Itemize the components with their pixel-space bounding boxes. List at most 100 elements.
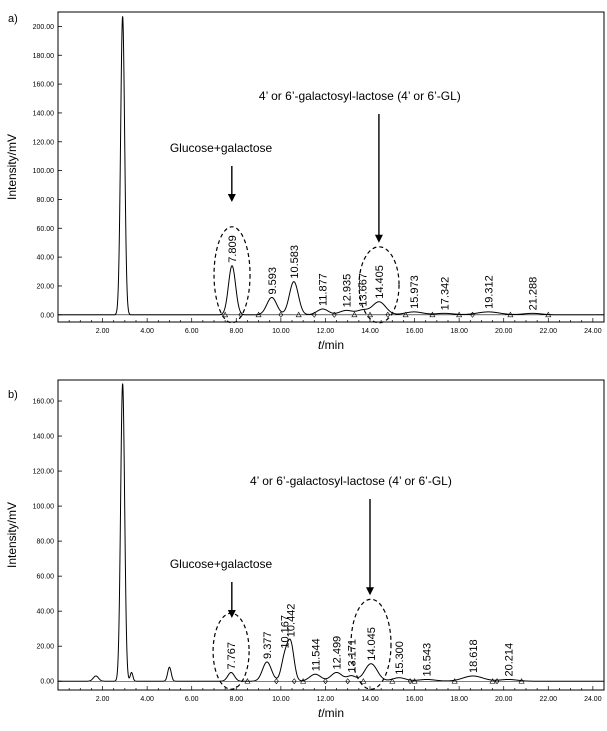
x-tick-label: 8.00	[229, 328, 243, 335]
panel-label: a)	[8, 13, 18, 25]
y-tick-label: 100.00	[33, 168, 55, 175]
y-tick-label: 120.00	[33, 139, 55, 146]
baseline-diamond-marker	[385, 311, 391, 318]
x-tick-label: 8.00	[229, 696, 243, 703]
peak-label: 20.214	[503, 643, 515, 677]
baseline-triangle-marker	[389, 678, 396, 684]
baseline-diamond-marker	[345, 678, 351, 685]
baseline-diamond-marker	[291, 678, 297, 685]
baseline-diamond-marker	[494, 678, 500, 685]
baseline-diamond-marker	[323, 678, 328, 685]
peak-label: 12.935	[341, 274, 353, 308]
x-tick-label: 18.00	[450, 328, 468, 335]
baseline-triangle-marker	[518, 678, 525, 684]
y-tick-label: 160.00	[33, 82, 55, 89]
y-tick-label: 20.00	[36, 644, 54, 651]
baseline-diamond-marker	[274, 678, 279, 685]
x-tick-label: 2.00	[96, 696, 110, 703]
x-tick-label: 4.00	[140, 328, 154, 335]
annotation-arrow-head	[374, 234, 383, 243]
y-tick-label: 140.00	[33, 434, 55, 441]
circled-peak-oval	[213, 226, 251, 324]
peak-label: 15.300	[394, 641, 406, 675]
baseline-triangle-marker	[507, 311, 514, 318]
y-tick-label: 80.00	[36, 539, 54, 546]
chart-panel-a: a) 0.00 20.00 40.00 60.00 80.00 100.00 120.00 14…	[5, 11, 605, 352]
baseline-triangle-marker	[451, 678, 458, 684]
peak-label: 9.593	[267, 267, 279, 295]
x-tick-label: 16.00	[406, 696, 424, 703]
y-tick-label: 200.00	[33, 24, 55, 31]
y-tick-label: 180.00	[33, 53, 55, 60]
baseline-diamond-marker	[331, 311, 337, 318]
y-axis-label: Intensity/mV	[5, 502, 19, 568]
peak-label: 7.809	[227, 235, 239, 263]
plot-frame	[57, 379, 605, 691]
annotation-arrow-head	[227, 194, 236, 202]
baseline-triangle-marker	[366, 311, 374, 318]
y-tick-label: 40.00	[36, 255, 54, 262]
baseline-triangle-marker	[222, 311, 229, 318]
peak-label: 10.583	[289, 245, 301, 279]
baseline-triangle-marker	[545, 311, 552, 318]
x-tick-label: 2.00	[96, 328, 110, 335]
annotation-text: 4’ or 6’-galactosyl-lactose (4’ or 6’-GL…	[259, 89, 461, 103]
y-tick-label: 160.00	[33, 399, 55, 406]
baseline-diamond-marker	[470, 311, 475, 318]
baseline-triangle-marker	[255, 311, 262, 318]
x-tick-label: 14.00	[361, 696, 379, 703]
y-tick-label: 40.00	[36, 609, 54, 616]
baseline-diamond-marker	[407, 678, 413, 685]
peak-label: 14.045	[366, 627, 378, 661]
circled-peak-oval	[358, 246, 400, 324]
annotation-text: Glucose+galactose	[170, 557, 273, 571]
x-tick-label: 14.00	[361, 328, 379, 335]
baseline-triangle-marker	[411, 678, 418, 684]
y-tick-label: 120.00	[33, 469, 55, 476]
peak-label: 14.405	[374, 265, 386, 299]
x-axis-label: t/min	[318, 338, 344, 352]
baseline-triangle-marker	[489, 678, 496, 684]
x-tick-label: 10.00	[272, 696, 290, 703]
peak-label: 7.767	[226, 642, 238, 670]
peak-label: 17.342	[439, 277, 451, 311]
baseline-triangle-marker	[429, 311, 436, 318]
x-tick-label: 20.00	[495, 696, 513, 703]
peak-label: 18.618	[468, 639, 480, 673]
baseline-triangle-marker	[351, 311, 358, 318]
x-tick-label: 20.00	[495, 328, 513, 335]
baseline-triangle-marker	[300, 678, 307, 684]
panel-label: b)	[8, 389, 18, 401]
peak-label: 12.499	[332, 636, 344, 670]
x-tick-label: 6.00	[185, 696, 199, 703]
y-axis-label: Intensity/mV	[5, 134, 19, 200]
x-tick-label: 10.00	[272, 328, 290, 335]
baseline-triangle-marker	[244, 678, 251, 684]
x-tick-label: 12.00	[317, 328, 335, 335]
x-tick-label: 12.00	[317, 696, 335, 703]
baseline-triangle-marker	[360, 678, 367, 684]
baseline-diamond-marker	[311, 311, 317, 318]
peak-label: 19.312	[483, 275, 495, 309]
y-tick-label: 60.00	[36, 226, 54, 233]
y-tick-label: 0.00	[40, 312, 54, 319]
x-axis-label: t/min	[318, 706, 344, 720]
peak-label: 15.973	[409, 275, 421, 309]
series-trace	[58, 16, 604, 316]
x-tick-label: 22.00	[540, 328, 558, 335]
baseline-triangle-marker	[295, 311, 302, 318]
x-tick-label: 16.00	[406, 328, 424, 335]
series-trace	[58, 383, 604, 682]
y-tick-label: 140.00	[33, 110, 55, 117]
x-tick-label: 22.00	[540, 696, 558, 703]
y-tick-label: 60.00	[36, 574, 54, 581]
peak-label: 21.288	[527, 277, 539, 311]
baseline-diamond-marker	[278, 311, 284, 318]
y-tick-label: 100.00	[33, 504, 55, 511]
x-tick-label: 4.00	[140, 696, 154, 703]
peak-label: 16.543	[422, 643, 434, 677]
annotation-text: Glucose+galactose	[170, 141, 273, 155]
chart-panel-b: b) 0.00 20.00 40.00 60.00 80.00 100.00 120.00 14…	[5, 379, 605, 720]
peak-label: 11.877	[318, 273, 330, 306]
